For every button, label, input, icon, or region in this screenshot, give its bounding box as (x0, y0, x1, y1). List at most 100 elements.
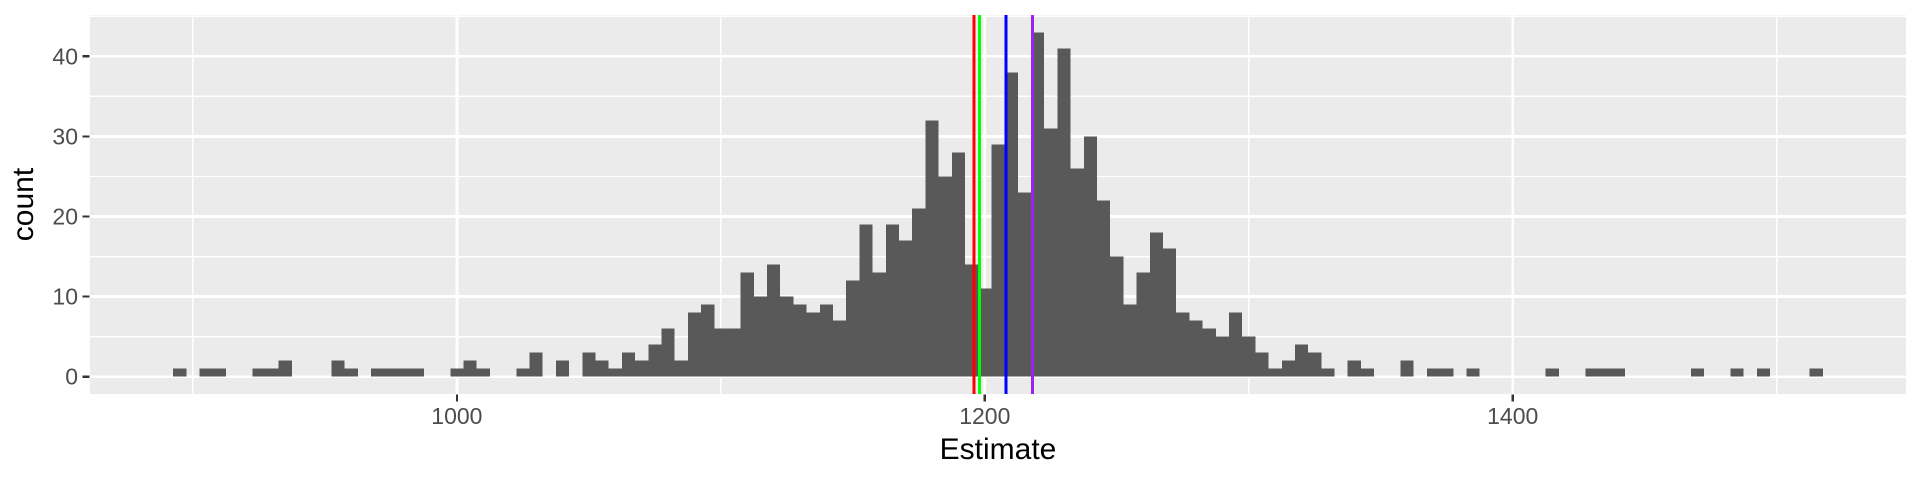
histogram-bar (1426, 368, 1441, 377)
histogram-bar (1057, 48, 1071, 377)
histogram-bar (1162, 248, 1177, 377)
histogram-bar (1400, 360, 1414, 377)
histogram-bar (1360, 368, 1375, 377)
histogram-bar (1347, 360, 1361, 377)
histogram-bar (938, 176, 952, 377)
histogram-bar (371, 368, 385, 377)
histogram-bar (767, 264, 781, 377)
histogram-bar (1281, 360, 1295, 377)
histogram-bar (1083, 136, 1097, 377)
histogram-bar (1255, 352, 1269, 377)
histogram-bar (727, 328, 741, 377)
histogram-bar (648, 344, 662, 377)
histogram-bar (1096, 200, 1111, 377)
histogram-bar (212, 368, 226, 377)
histogram-bar (635, 360, 649, 377)
y-tick-label: 30 (52, 123, 78, 149)
histogram-bar (450, 368, 464, 377)
histogram-bar (173, 368, 187, 377)
histogram-bar (278, 360, 292, 377)
histogram-bar (1136, 272, 1150, 377)
x-axis-title: Estimate (940, 433, 1057, 466)
histogram-bar (529, 352, 543, 377)
histogram-bar (1030, 32, 1045, 377)
histogram-bar (793, 304, 807, 377)
histogram-bar (1308, 352, 1322, 377)
histogram-bar (661, 328, 675, 377)
histogram-bar (674, 360, 688, 377)
histogram-bar (1228, 312, 1243, 377)
histogram-bar (265, 368, 279, 377)
histogram-bar (1321, 368, 1335, 377)
histogram-bar (1044, 128, 1058, 377)
histogram-bar (833, 320, 847, 377)
histogram-bar (1123, 304, 1137, 377)
histogram-bar (1004, 72, 1018, 377)
histogram-bar (1809, 368, 1823, 377)
histogram-bar (806, 312, 820, 377)
histogram-bar (991, 144, 1005, 377)
y-tick-label: 20 (52, 204, 78, 230)
histogram-bar (463, 360, 477, 377)
histogram-bar (1611, 368, 1625, 377)
histogram-bar (344, 368, 358, 377)
histogram-bar (1268, 368, 1282, 377)
histogram-bar (476, 368, 490, 377)
y-tick-label: 40 (52, 43, 78, 69)
histogram-bar (846, 280, 860, 377)
histogram-bar (912, 208, 926, 377)
histogram-bar (1189, 320, 1203, 377)
histogram-bar (1690, 368, 1705, 377)
histogram-bar (1176, 312, 1190, 377)
x-tick-label: 1400 (1487, 403, 1538, 429)
histogram-bar (621, 352, 636, 377)
histogram-bar (714, 328, 728, 377)
histogram-bar (885, 224, 900, 377)
histogram-bar (1730, 368, 1744, 377)
histogram-bar (199, 368, 213, 377)
y-axis-title: count (7, 167, 40, 241)
x-tick-label: 1000 (431, 403, 482, 429)
histogram-bar (1294, 344, 1309, 377)
histogram-bar (687, 312, 702, 377)
histogram-bar (1242, 336, 1256, 377)
y-tick-label: 0 (65, 364, 78, 390)
histogram-bar (819, 304, 834, 377)
histogram-bar (1756, 368, 1771, 377)
histogram-bar (753, 296, 768, 377)
x-tick-label: 1200 (959, 403, 1010, 429)
histogram-bar (608, 368, 622, 377)
histogram-bar (1585, 368, 1599, 377)
histogram-bar (1466, 368, 1480, 377)
histogram-bar (1440, 368, 1454, 377)
histogram-bar (780, 296, 794, 377)
histogram-bar (582, 352, 596, 377)
histogram-bar (740, 272, 754, 377)
histogram-bar (1598, 368, 1612, 377)
histogram-bar (859, 224, 873, 377)
histogram-bar (1017, 192, 1031, 377)
histogram-bar (1545, 368, 1559, 377)
histogram-bar (1215, 336, 1229, 377)
histogram-bar (331, 360, 345, 377)
histogram-bar (951, 152, 966, 377)
histogram-bar (1070, 168, 1084, 377)
histogram-bar (899, 240, 913, 377)
histogram-bar (410, 368, 424, 377)
histogram-bar (1149, 232, 1163, 377)
histogram-bar (925, 120, 939, 377)
histogram-bar (701, 304, 715, 377)
histogram-bar (252, 368, 266, 377)
histogram-bar (595, 360, 609, 377)
histogram-bar (1110, 256, 1124, 377)
histogram-bar (965, 264, 979, 377)
y-tick-label: 10 (52, 284, 78, 310)
histogram-bar (384, 368, 398, 377)
histogram-bar (978, 288, 992, 377)
histogram-bar (1202, 328, 1216, 377)
histogram-bar (516, 368, 530, 377)
histogram-bar (555, 360, 570, 377)
histogram-bar (872, 272, 886, 377)
